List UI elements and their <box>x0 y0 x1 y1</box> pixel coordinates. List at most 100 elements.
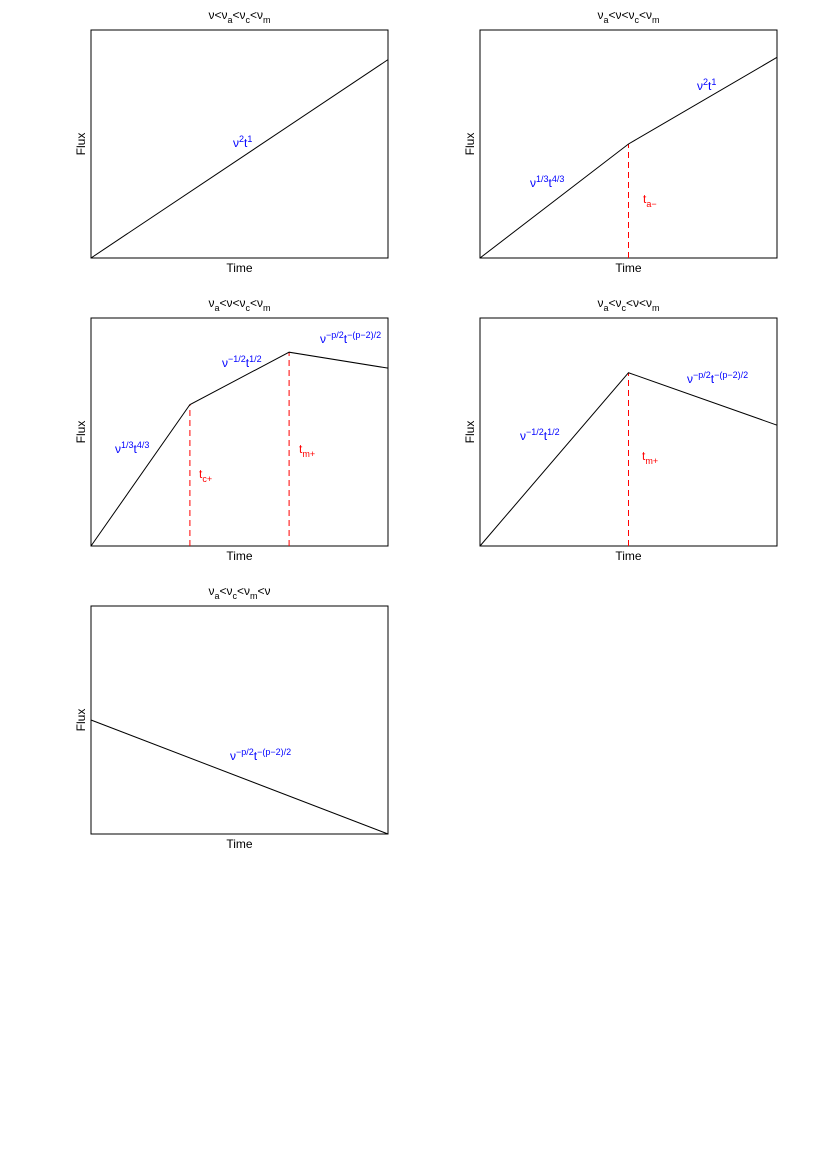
text-part: m <box>652 303 660 313</box>
text-part: t <box>199 467 203 481</box>
text-part: <ν <box>608 296 621 310</box>
y-axis-label: Flux <box>74 421 88 444</box>
text-part: 1/3 <box>121 440 134 450</box>
break-label: tc+ <box>199 467 212 484</box>
text-part: c <box>635 15 640 25</box>
flux-line <box>90 351 389 547</box>
text-part: <ν <box>233 8 246 22</box>
flux-line <box>479 372 778 547</box>
power-law-label: ν−1/2t1/2 <box>520 427 560 443</box>
x-axis-label: Time <box>226 549 253 563</box>
x-axis-label: Time <box>615 261 642 275</box>
power-law-label: ν−1/2t1/2 <box>222 354 262 370</box>
text-part: c <box>622 303 627 313</box>
text-part: ν <box>320 332 326 346</box>
text-part: <ν <box>250 8 263 22</box>
text-part: a <box>227 15 232 25</box>
text-part: −p/2 <box>693 370 711 380</box>
text-part: ν <box>222 356 228 370</box>
text-part: <ν <box>237 584 250 598</box>
text-part: ν <box>530 176 536 190</box>
text-part: m+ <box>302 449 315 459</box>
chart-title: νa<νc<ν<νm <box>597 296 659 313</box>
text-part: −p/2 <box>236 747 254 757</box>
text-part: ν <box>208 584 214 598</box>
text-part: t <box>708 79 712 93</box>
plot-frame <box>90 29 389 259</box>
x-axis-label: Time <box>615 549 642 563</box>
text-part: <ν<ν <box>626 296 652 310</box>
text-part: c <box>246 303 251 313</box>
text-part: −(p−2)/2 <box>714 370 748 380</box>
text-part: ν <box>115 442 121 456</box>
text-part: t <box>643 192 647 206</box>
flux-line <box>479 56 778 259</box>
text-part: a <box>214 303 219 313</box>
text-part: ν <box>208 296 214 310</box>
power-law-label: ν1/3t4/3 <box>530 174 564 190</box>
text-part: ν <box>520 429 526 443</box>
break-label: ta− <box>643 192 657 209</box>
text-part: −(p−2)/2 <box>257 747 291 757</box>
text-part: 2 <box>239 134 244 144</box>
text-part: <ν <box>258 584 271 598</box>
text-part: 1 <box>247 134 252 144</box>
text-part: t <box>344 332 348 346</box>
text-part: c <box>246 15 251 25</box>
text-part: t <box>544 429 548 443</box>
text-part: a <box>603 303 608 313</box>
text-part: c+ <box>202 474 212 484</box>
text-part: t <box>246 356 250 370</box>
plot-frame <box>90 317 389 547</box>
text-part: 1/2 <box>249 354 262 364</box>
text-part: a <box>214 591 219 601</box>
chart-title: νa<ν<νc<νm <box>208 296 270 313</box>
flux-line <box>90 59 389 259</box>
text-part: 4/3 <box>552 174 565 184</box>
text-part: −p/2 <box>326 330 344 340</box>
power-law-label: ν2t1 <box>233 134 252 150</box>
power-law-label: ν−p/2t−(p−2)/2 <box>687 370 748 386</box>
text-part: 1/3 <box>536 174 549 184</box>
x-axis-label: Time <box>226 261 253 275</box>
text-part: t <box>711 372 715 386</box>
text-part: <ν <box>250 296 263 310</box>
text-part: t <box>642 449 646 463</box>
text-part: c <box>233 591 238 601</box>
text-part: 2 <box>703 77 708 87</box>
text-part: m+ <box>645 456 658 466</box>
text-part: m <box>263 15 271 25</box>
text-part: ν <box>230 749 236 763</box>
chart-title: νa<νc<νm<ν <box>208 584 270 601</box>
text-part: ν<ν <box>208 8 227 22</box>
text-part: ν <box>597 296 603 310</box>
chart-title: νa<ν<νc<νm <box>597 8 659 25</box>
power-law-label: ν−p/2t−(p−2)/2 <box>320 330 381 346</box>
text-part: −1/2 <box>526 427 544 437</box>
text-part: m <box>263 303 271 313</box>
y-axis-label: Flux <box>74 133 88 156</box>
text-part: 1/2 <box>547 427 560 437</box>
break-label: tm+ <box>299 442 315 459</box>
text-part: <ν<ν <box>219 296 245 310</box>
text-part: <ν <box>639 8 652 22</box>
power-law-label: ν1/3t4/3 <box>115 440 149 456</box>
y-axis-label: Flux <box>463 421 477 444</box>
text-part: a <box>603 15 608 25</box>
text-part: t <box>244 136 248 150</box>
text-part: 4/3 <box>137 440 150 450</box>
y-axis-label: Flux <box>74 709 88 732</box>
text-part: ν <box>697 79 703 93</box>
text-part: t <box>254 749 258 763</box>
x-axis-label: Time <box>226 837 253 851</box>
text-part: ν <box>687 372 693 386</box>
text-part: −1/2 <box>228 354 246 364</box>
text-part: t <box>134 442 138 456</box>
text-part: ν <box>233 136 239 150</box>
text-part: <ν<ν <box>608 8 634 22</box>
y-axis-label: Flux <box>463 133 477 156</box>
text-part: t <box>549 176 553 190</box>
text-part: m <box>652 15 660 25</box>
chart-title: ν<νa<νc<νm <box>208 8 270 25</box>
